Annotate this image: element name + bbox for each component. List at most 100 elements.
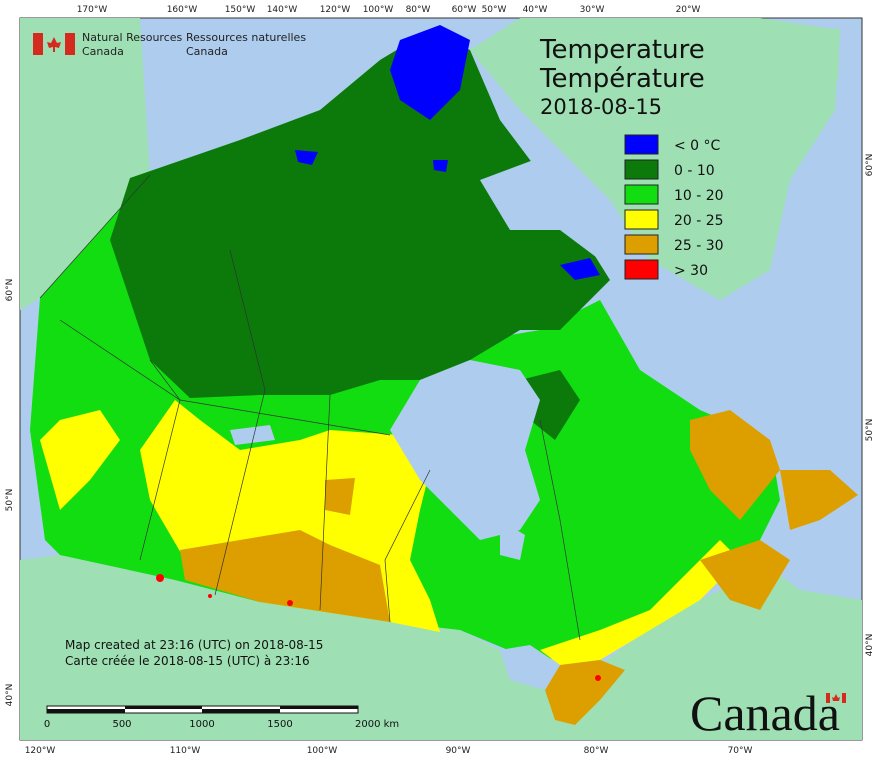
- latitude-label: 60°N: [5, 279, 15, 302]
- longitude-label: 170°W: [77, 5, 108, 15]
- zone-25-30-newfoundland: [780, 470, 858, 530]
- zone-25-30: [180, 530, 390, 622]
- legend-swatch: [624, 159, 659, 180]
- zone-below-0-devon: [295, 150, 318, 165]
- agency-en: Natural Resources: [82, 31, 183, 44]
- scale-bar-segment: [280, 706, 358, 709]
- longitude-label: 40°W: [523, 5, 548, 15]
- zone-above-30: [595, 675, 601, 681]
- boundary: [384, 469, 431, 623]
- agency-fr: Ressources naturelles: [186, 31, 306, 44]
- wordmark-text: Canada: [690, 685, 840, 741]
- flag-bar: [65, 33, 75, 55]
- latitude-label: 40°N: [865, 634, 875, 657]
- scale-label: 2000 km: [355, 719, 399, 730]
- flag-leaf: [47, 37, 61, 52]
- zone-20-25-bc: [40, 410, 120, 510]
- longitude-label: 110°W: [170, 746, 201, 756]
- scale-label: 1000: [189, 719, 214, 730]
- boundary: [539, 419, 581, 641]
- legend-label: 25 - 30: [674, 238, 724, 254]
- zone-0-10-quebec: [520, 370, 580, 440]
- boundary: [59, 319, 391, 436]
- legend-label: 20 - 25: [674, 213, 724, 229]
- wordmark-flag: [842, 693, 846, 703]
- boundary: [214, 249, 266, 596]
- longitude-label: 140°W: [267, 5, 298, 15]
- zone-0-10: [110, 30, 610, 398]
- boundary: [319, 394, 331, 611]
- longitude-label: 30°W: [580, 5, 605, 15]
- james-bay: [500, 520, 525, 560]
- scale-label: 1500: [267, 719, 292, 730]
- latitude-label: 40°N: [5, 684, 15, 707]
- legend-swatch: [624, 234, 659, 255]
- latitude-label: 60°N: [865, 154, 875, 177]
- header: Natural Resources Canada Ressources natu…: [33, 31, 306, 58]
- legend-swatch: [624, 209, 659, 230]
- zone-above-30: [208, 594, 212, 598]
- longitude-label: 50°W: [482, 5, 507, 15]
- wordmark-flag: [826, 693, 830, 703]
- scale-label: 0: [44, 719, 50, 730]
- zone-above-30: [156, 574, 164, 582]
- title-en: Temperature: [539, 35, 705, 65]
- zone-below-0-baffin: [560, 258, 600, 280]
- zone-below-0-ellesmere: [390, 25, 470, 120]
- longitude-label: 100°W: [307, 746, 338, 756]
- zone-25-30-labrador: [690, 410, 780, 520]
- agency-en: Canada: [82, 45, 124, 58]
- longitude-label: 100°W: [363, 5, 394, 15]
- scale-label: 500: [112, 719, 131, 730]
- scale-bar-segment: [125, 706, 202, 709]
- legend-label: 10 - 20: [674, 188, 724, 204]
- scale-bar-segment: [202, 709, 280, 713]
- boundaries: [39, 174, 581, 641]
- zone-above-30: [287, 600, 293, 606]
- longitude-label: 120°W: [25, 746, 56, 756]
- date: 2018-08-15: [540, 95, 662, 119]
- alaska: [20, 18, 150, 310]
- zone-25-30-maritimes: [700, 540, 790, 610]
- great-slave-lake: [230, 425, 275, 445]
- legend-label: < 0 °C: [674, 138, 721, 154]
- longitude-label: 60°W: [452, 5, 477, 15]
- longitude-label: 160°W: [167, 5, 198, 15]
- great-lakes: [500, 645, 560, 690]
- zone-20-25-east: [540, 540, 740, 665]
- legend-swatch: [624, 259, 659, 280]
- latitude-label: 50°N: [5, 489, 15, 512]
- agency-fr: Canada: [186, 45, 228, 58]
- zone-25-30-ontario: [545, 660, 625, 725]
- latitude-label: 50°N: [865, 419, 875, 442]
- hudson-bay: [390, 360, 540, 540]
- longitude-label: 20°W: [676, 5, 701, 15]
- scale-bar-segment: [47, 709, 125, 713]
- longitude-label: 80°W: [584, 746, 609, 756]
- boundary: [39, 174, 151, 299]
- zone-25-30-patch: [325, 478, 355, 515]
- longitude-label: 150°W: [225, 5, 256, 15]
- flag-bar: [33, 33, 43, 55]
- credit: Map created at 23:16 (UTC) on 2018-08-15: [65, 638, 323, 652]
- legend-swatch: [624, 184, 659, 205]
- longitude-label: 120°W: [320, 5, 351, 15]
- legend-swatch: [624, 134, 659, 155]
- water: [230, 150, 600, 690]
- title-fr: Température: [539, 64, 705, 94]
- baffin-bay: [480, 150, 600, 260]
- legend-label: > 30: [674, 263, 708, 279]
- united-states: [20, 555, 862, 740]
- zone-below-0-axel: [433, 160, 448, 172]
- wordmark-flag: [832, 694, 840, 701]
- foreign-land: [20, 18, 862, 740]
- longitude-label: 70°W: [728, 746, 753, 756]
- legend-label: 0 - 10: [674, 163, 715, 179]
- iceland: [818, 28, 840, 80]
- greenland: [470, 18, 840, 300]
- scale-bar: [46, 705, 359, 714]
- longitude-label: 80°W: [406, 5, 431, 15]
- longitude-label: 90°W: [446, 746, 471, 756]
- credit: Carte créée le 2018-08-15 (UTC) à 23:16: [65, 654, 310, 668]
